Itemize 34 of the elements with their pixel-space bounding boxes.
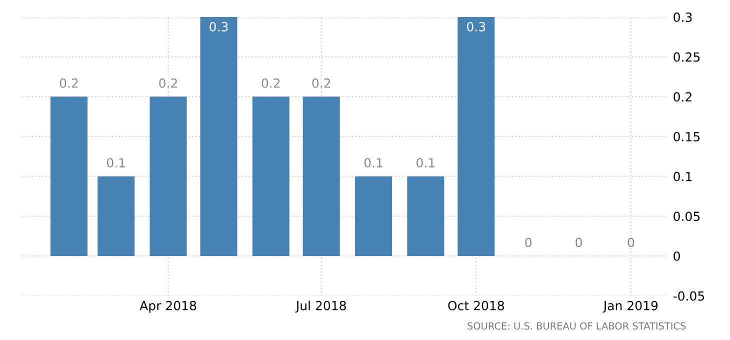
data-label: 0.3 [467,22,486,32]
bar [252,96,290,256]
data-label: 0.2 [262,78,280,88]
data-label: 0.1 [107,158,125,168]
data-label: 0.2 [60,78,78,88]
data-label: 0 [628,238,634,248]
x-tick-label: Oct 2018 [448,300,504,310]
source-note: SOURCE: U.S. BUREAU OF LABOR STATISTICS [468,322,686,330]
data-label: 0.3 [210,22,228,32]
y-tick-label: 0.2 [674,92,692,102]
data-label: 0 [525,238,532,248]
y-tick-label: 0 [674,251,680,261]
bar [458,17,495,256]
y-tick-label: 0.1 [674,172,692,182]
bar [150,96,187,256]
data-label: 0.1 [364,158,382,168]
bar [98,176,135,256]
data-label: 0 [576,238,582,248]
y-tick-label: -0.05 [673,291,704,301]
x-tick-label: Jan 2019 [602,300,658,313]
bar [200,17,238,256]
y-tick-label: 0.25 [674,52,700,62]
y-tick-label: 0.15 [674,132,700,142]
data-label: 0.1 [416,158,434,168]
bar [407,176,444,256]
y-tick-label: 0.3 [674,12,692,22]
data-label: 0.2 [312,78,330,88]
bar [302,96,340,256]
x-tick-label: Jul 2018 [295,300,346,313]
y-tick-label: 0.05 [674,212,700,222]
bar [355,176,392,256]
x-tick-label: Apr 2018 [140,300,196,313]
bar [50,96,88,256]
data-label: 0.2 [159,78,177,88]
